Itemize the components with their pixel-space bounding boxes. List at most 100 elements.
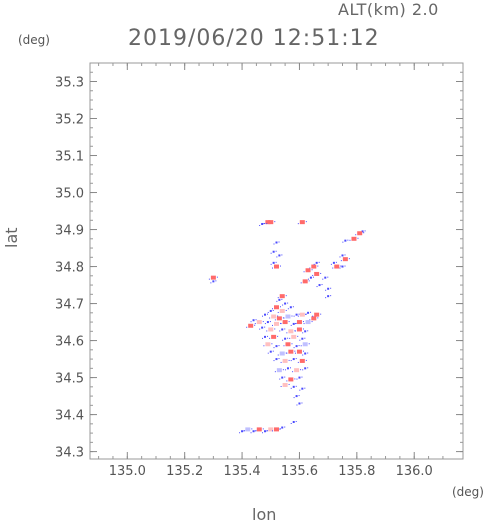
data-speckle <box>277 335 279 337</box>
data-speckle <box>274 371 276 373</box>
data-cell <box>334 264 340 269</box>
data-speckle <box>243 430 245 432</box>
data-cell <box>309 276 312 279</box>
data-speckle <box>288 359 290 361</box>
data-cell <box>298 402 301 405</box>
data-speckle <box>264 222 266 224</box>
data-speckle <box>302 354 304 356</box>
data-speckle <box>283 345 285 347</box>
data-cell <box>295 345 298 348</box>
data-speckle <box>264 326 266 328</box>
data-speckle <box>280 385 282 387</box>
data-speckle <box>292 371 294 373</box>
data-speckle <box>294 330 296 332</box>
data-cell <box>292 385 295 388</box>
data-speckle <box>278 358 280 360</box>
data-speckle <box>272 350 274 352</box>
data-cell <box>276 368 282 373</box>
data-cell <box>292 358 295 361</box>
data-speckle <box>281 254 283 256</box>
data-cell <box>311 264 317 269</box>
data-cell <box>305 320 311 325</box>
data-cell <box>295 395 298 398</box>
data-cell <box>278 254 281 257</box>
data-cell <box>304 352 307 355</box>
data-speckle <box>286 352 288 354</box>
data-speckle <box>357 237 359 239</box>
data-speckle <box>303 323 305 325</box>
data-speckle <box>250 321 252 323</box>
data-speckle <box>298 313 300 315</box>
data-cell <box>245 427 251 432</box>
data-speckle <box>280 306 281 308</box>
data-speckle <box>294 350 296 352</box>
data-cell <box>272 261 275 264</box>
data-speckle <box>254 324 256 326</box>
data-speckle <box>251 428 253 430</box>
data-cell <box>305 268 311 273</box>
data-speckle <box>246 326 248 328</box>
data-cell <box>327 287 330 290</box>
data-cell <box>284 302 287 305</box>
data-cell <box>266 321 269 324</box>
data-speckle <box>295 385 297 387</box>
data-speckle <box>273 243 275 245</box>
data-speckle <box>344 265 346 267</box>
data-speckle <box>339 267 341 269</box>
data-speckle <box>300 282 302 284</box>
data-speckle <box>317 317 319 319</box>
data-speckle <box>287 302 289 304</box>
data-speckle <box>282 317 284 319</box>
data-cell <box>282 382 288 387</box>
data-speckle <box>294 352 296 354</box>
data-cell <box>314 271 320 276</box>
data-cell <box>284 337 287 340</box>
data-speckle <box>297 315 299 317</box>
data-cell <box>275 358 278 361</box>
data-speckle <box>266 430 268 432</box>
data-speckle <box>281 298 283 300</box>
data-speckle <box>309 319 311 321</box>
data-cell <box>292 322 295 325</box>
data-speckle <box>340 260 342 262</box>
data-speckle <box>288 383 290 385</box>
data-speckle <box>277 354 279 356</box>
data-cell <box>281 328 284 331</box>
data-cell <box>269 309 272 312</box>
data-speckle <box>320 272 322 274</box>
data-cell <box>296 349 302 354</box>
data-speckle <box>304 387 306 389</box>
data-cell <box>341 254 344 257</box>
data-speckle <box>330 295 332 297</box>
data-speckle <box>299 339 301 341</box>
data-cell <box>311 316 317 321</box>
data-speckle <box>294 378 296 380</box>
x-tick-label: 135.2 <box>166 464 203 479</box>
data-speckle <box>305 221 307 223</box>
data-speckle <box>295 322 297 324</box>
data-speckle <box>298 395 300 397</box>
data-cell <box>294 368 300 373</box>
data-cell <box>261 222 264 225</box>
data-speckle <box>267 352 269 354</box>
data-cell <box>212 280 215 283</box>
data-cell <box>274 427 279 432</box>
data-speckle <box>254 323 256 325</box>
y-tick-label: 34.7 <box>55 298 84 313</box>
data-cell <box>274 305 279 310</box>
data-cell <box>285 314 291 319</box>
data-speckle <box>280 265 281 267</box>
data-speckle <box>286 380 288 382</box>
data-speckle <box>340 265 342 267</box>
data-cell <box>298 376 301 379</box>
data-cell <box>282 320 288 325</box>
data-speckle <box>282 369 284 371</box>
axis-ticks: 135.0 135.2 135.4 135.6 135.8 136.0 34.3 34.4 34… <box>55 63 463 479</box>
data-cell <box>241 430 244 433</box>
data-cell <box>288 349 294 354</box>
data-speckle <box>279 378 281 380</box>
data-speckle <box>296 378 298 380</box>
data-cell <box>332 261 335 264</box>
data-cell <box>268 427 274 432</box>
